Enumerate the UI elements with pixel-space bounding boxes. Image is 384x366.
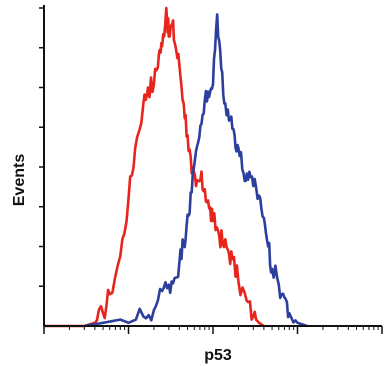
y-axis-ticks (39, 7, 44, 287)
histogram-series-1 (44, 6, 265, 328)
plot-area (44, 6, 308, 328)
x-axis-ticks (43, 326, 383, 334)
histogram-series-2 (84, 13, 308, 328)
y-axis-label: Events (11, 154, 28, 207)
x-axis-label: p53 (204, 347, 232, 364)
